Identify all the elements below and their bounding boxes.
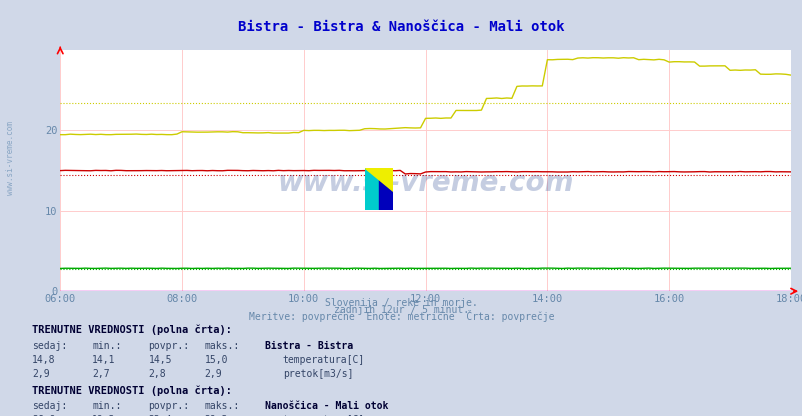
- Text: pretok[m3/s]: pretok[m3/s]: [282, 369, 353, 379]
- Bar: [365, 168, 379, 210]
- Text: 14,1: 14,1: [92, 355, 115, 365]
- Text: povpr.:: povpr.:: [148, 341, 189, 351]
- Text: www.si-vreme.com: www.si-vreme.com: [6, 121, 15, 195]
- Polygon shape: [365, 168, 393, 191]
- Text: Bistra - Bistra: Bistra - Bistra: [265, 341, 353, 351]
- Text: Bistra - Bistra & Nanoščica - Mali otok: Bistra - Bistra & Nanoščica - Mali otok: [238, 20, 564, 34]
- Text: min.:: min.:: [92, 341, 122, 351]
- Text: maks.:: maks.:: [205, 401, 240, 411]
- Text: Meritve: povprečne  Enote: metrične  Črta: povprečje: Meritve: povprečne Enote: metrične Črta:…: [249, 310, 553, 322]
- Text: povpr.:: povpr.:: [148, 401, 189, 411]
- Text: sedaj:: sedaj:: [32, 401, 67, 411]
- Text: 15,0: 15,0: [205, 355, 228, 365]
- Bar: [379, 168, 393, 210]
- Text: 2,9: 2,9: [205, 369, 222, 379]
- Text: TRENUTNE VREDNOSTI (polna črta):: TRENUTNE VREDNOSTI (polna črta):: [32, 385, 232, 396]
- Text: 2,7: 2,7: [92, 369, 110, 379]
- Text: 2,9: 2,9: [32, 369, 50, 379]
- Text: 14,8: 14,8: [32, 355, 55, 365]
- Text: zadnjih 12ur / 5 minut.: zadnjih 12ur / 5 minut.: [334, 305, 468, 315]
- Text: maks.:: maks.:: [205, 341, 240, 351]
- Text: temperatura[C]: temperatura[C]: [282, 355, 364, 365]
- Text: Nanoščica - Mali otok: Nanoščica - Mali otok: [265, 401, 388, 411]
- Text: TRENUTNE VREDNOSTI (polna črta):: TRENUTNE VREDNOSTI (polna črta):: [32, 324, 232, 335]
- Text: sedaj:: sedaj:: [32, 341, 67, 351]
- Text: www.si-vreme.com: www.si-vreme.com: [277, 168, 573, 197]
- Text: 14,5: 14,5: [148, 355, 172, 365]
- Text: Slovenija / reke in morje.: Slovenija / reke in morje.: [325, 298, 477, 308]
- Text: min.:: min.:: [92, 401, 122, 411]
- Text: 2,8: 2,8: [148, 369, 166, 379]
